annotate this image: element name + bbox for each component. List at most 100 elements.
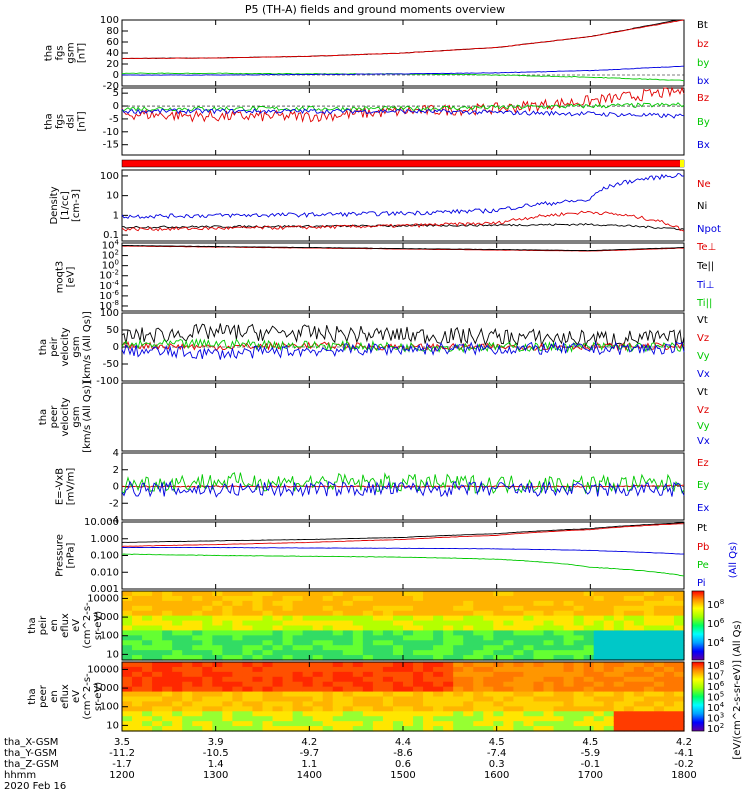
panel-peir-eflux-cell bbox=[673, 610, 685, 617]
panel-peir-eflux-cell bbox=[182, 591, 193, 597]
panel-density-tick-label: 1 bbox=[113, 210, 119, 221]
panel-peir-eflux-cell bbox=[403, 645, 414, 651]
panel-peer-eflux-cell bbox=[673, 716, 685, 722]
panel-peer-eflux-cell bbox=[503, 696, 514, 703]
panel-peir-eflux-cell bbox=[653, 610, 665, 617]
panel-peir-eflux-cell bbox=[252, 640, 264, 646]
panel-peir-eflux-cell bbox=[232, 591, 244, 597]
panel-peir-eflux-cell bbox=[653, 640, 665, 646]
panel-peir-eflux-cell bbox=[152, 610, 163, 617]
panel-peir-eflux-cell bbox=[423, 645, 434, 651]
panel-peir-eflux-cell bbox=[182, 615, 193, 622]
panel-peir-eflux-cell bbox=[192, 625, 203, 632]
panel-peir-eflux-cell bbox=[553, 640, 565, 646]
panel-peer-eflux-cell bbox=[122, 726, 133, 732]
panel-peir-eflux-cell bbox=[613, 655, 625, 661]
panel-peer-eflux-cell bbox=[563, 676, 575, 683]
panel-peir-eflux-cell bbox=[633, 640, 645, 646]
panel-peir-eflux-cell bbox=[172, 595, 183, 602]
panel-peir-eflux-cell bbox=[182, 655, 193, 661]
panel-peir-eflux-cell bbox=[352, 615, 364, 622]
panel-peer-eflux-cell bbox=[322, 671, 334, 678]
panel-peir-eflux-cell bbox=[403, 600, 414, 607]
panel-peer-eflux-cell bbox=[192, 676, 203, 683]
panel-peir-eflux-cell bbox=[192, 615, 203, 622]
panel-peer-eflux-cell bbox=[403, 686, 414, 693]
panel-peer-eflux-cell bbox=[443, 701, 454, 707]
panel-peir-eflux-cell bbox=[603, 615, 615, 622]
panel-peir-eflux-cell bbox=[403, 595, 414, 602]
panel-peer-eflux-cell bbox=[533, 701, 545, 707]
panel-peer-eflux-cell bbox=[653, 676, 665, 683]
panel-peer-eflux-cell bbox=[613, 711, 625, 717]
panel-peer-eflux-cell bbox=[152, 691, 163, 698]
panel-peer-eflux-cell bbox=[633, 696, 645, 703]
panel-peer-eflux-cell bbox=[643, 686, 655, 693]
panel-temperature-frame bbox=[121, 242, 685, 312]
panel-peir-eflux-cell bbox=[493, 605, 504, 612]
panel-peer-eflux-cell bbox=[282, 691, 294, 698]
panel-peer-eflux-cell bbox=[142, 671, 153, 678]
panel-peir-eflux-cell bbox=[563, 655, 575, 661]
panel-peer-eflux-cell bbox=[312, 706, 324, 712]
panel-pressure-series-pe bbox=[121, 553, 685, 577]
panel-peir-eflux-cell bbox=[413, 640, 424, 646]
panel-peir-eflux-cell bbox=[272, 605, 284, 612]
panel-peer-eflux-cell bbox=[232, 671, 244, 678]
panel-peer-eflux-cell bbox=[423, 676, 434, 683]
panel-peir-eflux-cell bbox=[152, 630, 163, 636]
panel-peir-eflux-cell bbox=[423, 605, 434, 612]
panel-peir-eflux-cell bbox=[473, 640, 484, 646]
panel-peir-eflux-cell bbox=[152, 620, 163, 627]
panel-temperature-tick-label: 10-6 bbox=[99, 289, 119, 302]
panel-peer-eflux-cell bbox=[503, 691, 514, 698]
panel-peer-eflux-cell bbox=[232, 676, 244, 683]
panel-peir-eflux-cell bbox=[633, 605, 645, 612]
panel-peir-eflux-cell bbox=[443, 600, 454, 607]
panel-peer-eflux-cell bbox=[312, 662, 324, 668]
panel-peir-eflux-cell bbox=[413, 630, 424, 636]
panel-peir-eflux-cell bbox=[593, 615, 605, 622]
panel-peer-eflux-cell bbox=[413, 691, 424, 698]
panel-peer-eflux-cell bbox=[593, 711, 605, 717]
panel-peer-eflux-cell bbox=[302, 706, 314, 712]
panel-peir-eflux-cell bbox=[302, 591, 314, 597]
panel-peir-eflux-cell bbox=[553, 625, 565, 632]
panel-fgs-dsl-tick-label: 0 bbox=[113, 101, 119, 112]
panel-peir-eflux-cell bbox=[372, 645, 384, 651]
panel-peir-eflux-cell bbox=[613, 650, 625, 656]
xaxis-row-3-value: 1800 bbox=[671, 770, 696, 781]
panel-peer-eflux-cell bbox=[302, 666, 314, 673]
panel-peer-eflux-cell bbox=[272, 676, 284, 683]
panel-peir-eflux-cell bbox=[152, 605, 163, 612]
panel-peir-eflux-cell bbox=[643, 610, 655, 617]
panel-peer-eflux-cell bbox=[513, 716, 525, 722]
panel-peer-eflux-cell bbox=[533, 711, 545, 717]
panel-peir-eflux-cell bbox=[152, 650, 163, 656]
panel-peir-eflux-ylabel: tha bbox=[27, 617, 38, 633]
panel-peer-eflux-cell bbox=[132, 681, 143, 688]
panel-peir-eflux-cell bbox=[563, 625, 575, 632]
panel-peir-eflux-cell bbox=[623, 635, 635, 641]
panel-peer-eflux-cell bbox=[232, 701, 244, 707]
panel-peir-eflux-cell bbox=[523, 591, 535, 597]
panel-peir-eflux-cell bbox=[152, 600, 163, 607]
panel-peer-eflux-cell bbox=[202, 711, 213, 717]
panel-peer-eflux-cell bbox=[583, 671, 595, 678]
panel-peir-eflux-cell bbox=[292, 635, 304, 641]
panel-peer-eflux-cell bbox=[633, 721, 645, 727]
panel-peer-eflux-cell bbox=[553, 721, 565, 727]
panel-peir-eflux-cell bbox=[212, 625, 223, 632]
panel-peir-eflux-cell bbox=[132, 640, 143, 646]
panel-peir-eflux-cell bbox=[503, 640, 514, 646]
panel-peir-eflux-cell bbox=[242, 600, 254, 607]
panel-peir-eflux-cell bbox=[392, 595, 404, 602]
panel-peir-eflux-cell bbox=[623, 630, 635, 636]
panel-peir-eflux-cell bbox=[382, 635, 394, 641]
panel-peir-eflux-cell bbox=[453, 620, 464, 627]
panel-peir-eflux-cell bbox=[382, 640, 394, 646]
panel-peer-eflux-cell bbox=[132, 706, 143, 712]
panel-peir-eflux-cell bbox=[222, 645, 233, 651]
panel-peer-eflux-cell bbox=[332, 706, 344, 712]
panel-peir-eflux-cell bbox=[493, 610, 504, 617]
